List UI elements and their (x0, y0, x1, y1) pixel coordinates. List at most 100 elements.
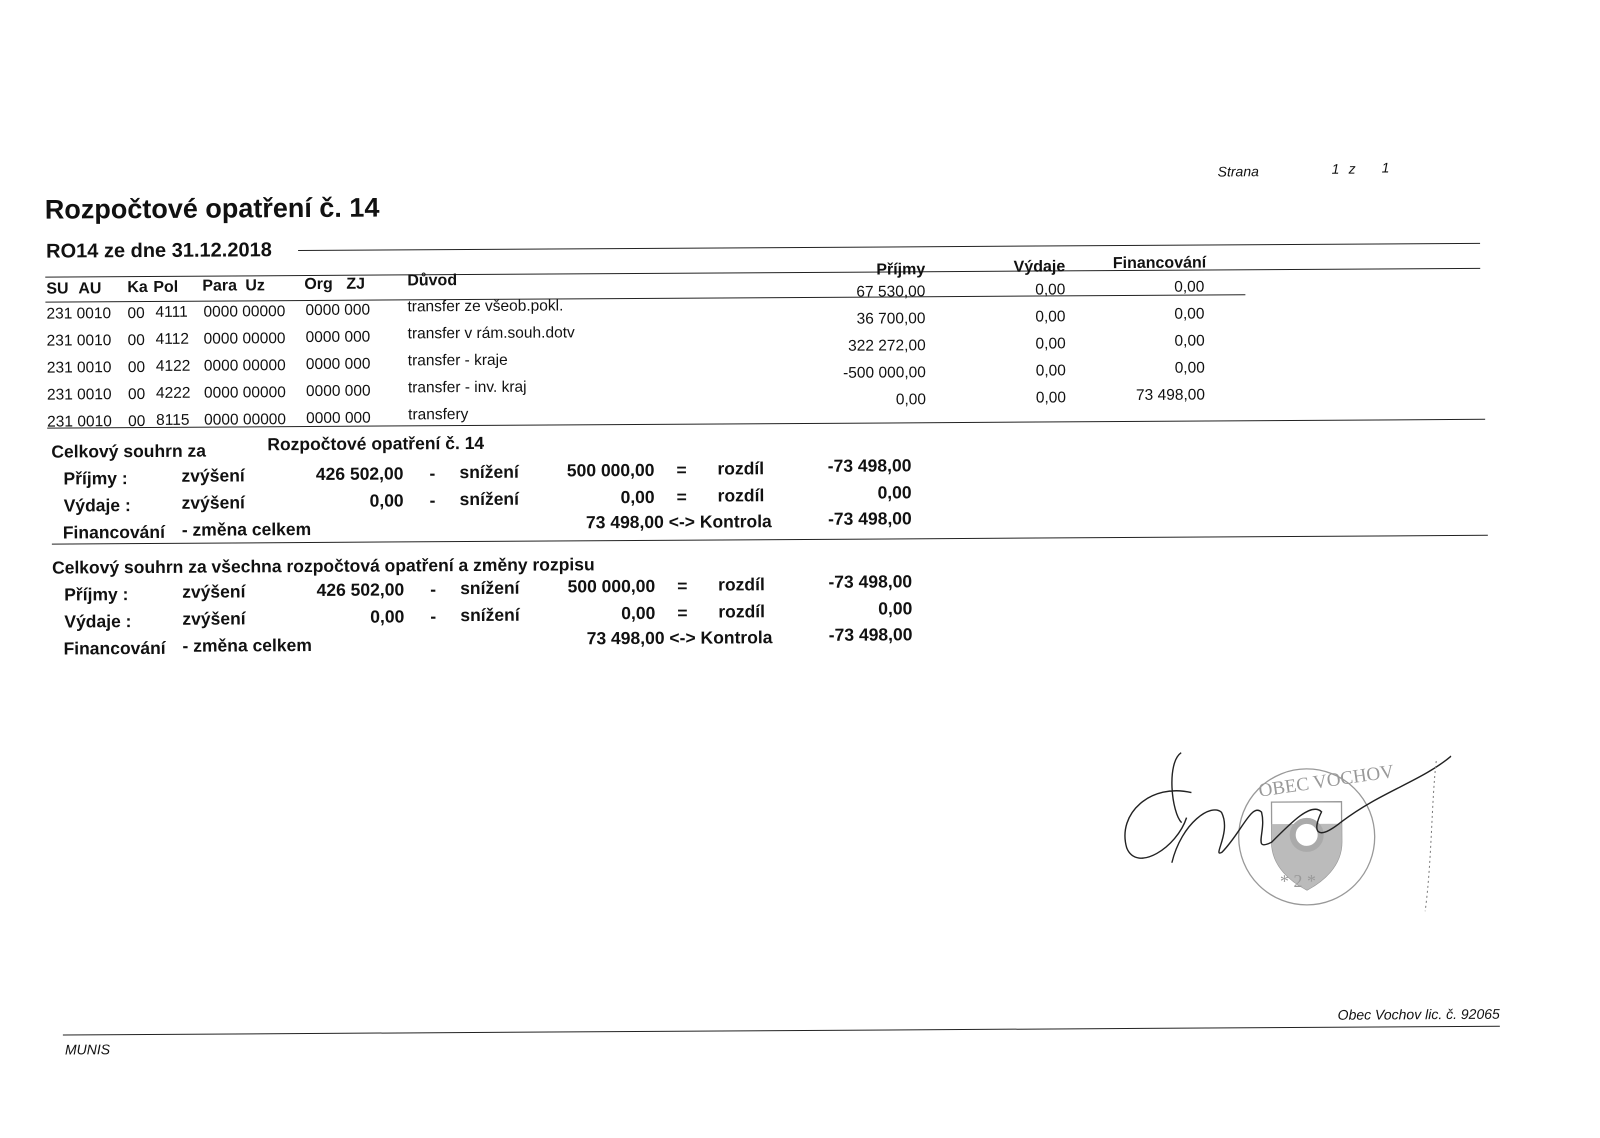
increase-label: zvýšení (182, 581, 246, 602)
col-ka: Ka (127, 278, 148, 297)
cell-ka: 00 (127, 385, 146, 404)
cell-duvod: transfery (408, 406, 469, 424)
cell-org-zj: 0000 000 (305, 355, 371, 374)
cell-ka: 00 (128, 412, 146, 431)
decrease-value: 500 000,00 (566, 459, 655, 481)
increase-label: zvýšení (181, 492, 245, 513)
signature-icon (1124, 752, 1452, 863)
financing-control: -73 498,00 (828, 508, 912, 529)
col-vydaje: Výdaje (1013, 258, 1066, 276)
summary-title: Celkový souhrn za (51, 440, 207, 462)
svg-text:OBEC VOCHOV: OBEC VOCHOV (1257, 761, 1395, 802)
cell-para-uz: 0000 00000 (203, 384, 286, 402)
decrease-value: 500 000,00 (567, 575, 656, 597)
footer-divider (62, 1025, 1500, 1036)
cell-prijmy: 36 700,00 (856, 310, 926, 328)
financing-value: 73 498,00 <-> Kontrola (586, 627, 773, 649)
signature-stamp: OBEC VOCHOV * 2 * (1124, 752, 1452, 912)
cell-financovani: 73 498,00 (1135, 386, 1206, 404)
cell-org-zj: 0000 000 (305, 301, 371, 320)
equals: = (676, 486, 687, 507)
cell-vydaje: 0,00 (1035, 362, 1066, 380)
summary-label-prijmy: Příjmy : (63, 468, 128, 489)
page-of: z (1348, 160, 1356, 177)
decrease-value: 0,00 (620, 486, 655, 508)
table-row: 231 0010 00 4122 0000 00000 0000 000 transfer… (0, 0, 1597, 377)
col-duvod: Důvod (407, 272, 458, 290)
table-row: 231 0010 00 4222 0000 00000 0000 000 transfer… (0, 0, 1597, 404)
cell-vydaje: 0,00 (1035, 308, 1066, 326)
cell-pol: 4122 (155, 357, 191, 375)
cell-vydaje: 0,00 (1035, 281, 1066, 299)
page-number: 1 (1331, 160, 1340, 177)
cell-duvod: transfer ze všeob.pokl. (407, 297, 564, 316)
cell-prijmy: 322 272,00 (848, 337, 926, 355)
summary-all-section: Celkový souhrn za všechna rozpočtová opa… (0, 0, 1597, 658)
col-financovani: Financování (1112, 254, 1207, 273)
decrease-label: snížení (459, 488, 520, 510)
col-au: AU (78, 280, 102, 298)
document-subtitle: RO14 ze dne 31.12.2018 (46, 239, 272, 263)
cell-financovani: 0,00 (1174, 332, 1205, 350)
equals: = (676, 459, 687, 480)
page-total: 1 (1381, 159, 1390, 176)
dash: - (430, 579, 437, 600)
increase-value: 0,00 (370, 606, 405, 627)
footer-left: MUNIS (64, 1041, 111, 1058)
table-body: 231 0010 00 4111 0000 00000 0000 000 transfer… (0, 0, 1597, 431)
table-row: 231 0010 00 8115 0000 00000 0000 000 transfer… (0, 0, 1597, 431)
svg-text:* 2 *: * 2 * (1280, 871, 1316, 891)
table-header: SU AU Ka Pol Para Uz Org ZJ Důvod Příjmy… (0, 0, 1597, 298)
divider (45, 267, 1481, 278)
decrease-label: snížení (460, 604, 520, 626)
difference-value: 0,00 (877, 482, 912, 503)
decrease-label: snížení (460, 577, 520, 599)
summary-label-prijmy: Příjmy : (64, 584, 129, 605)
page-label: Strana (1217, 163, 1259, 180)
cell-vydaje: 0,00 (1035, 389, 1067, 407)
summary-section: Celkový souhrn za Rozpočtové opatření č. … (0, 0, 1597, 543)
cell-prijmy: 67 530,00 (856, 283, 926, 301)
col-para: Para (202, 277, 238, 295)
decrease-value: 0,00 (621, 602, 656, 624)
difference-value: -73 498,00 (828, 571, 913, 592)
financing-change-label: - změna celkem (181, 518, 312, 540)
cell-su-au: 231 0010 (46, 332, 112, 350)
difference-label: rozdíl (718, 601, 766, 622)
summary-title: Celkový souhrn za všechna rozpočtová opa… (51, 554, 595, 578)
cell-para-uz: 0000 00000 (203, 330, 286, 348)
equals: = (677, 602, 688, 623)
cell-financovani: 0,00 (1174, 278, 1205, 296)
equals: = (677, 575, 688, 596)
difference-label: rozdíl (718, 574, 765, 595)
financing-value: 73 498,00 <-> Kontrola (585, 511, 772, 533)
summary-label-vydaje: Výdaje : (64, 611, 132, 632)
col-zj: ZJ (346, 275, 366, 293)
dash: - (429, 490, 436, 511)
cell-org-zj: 0000 000 (305, 328, 371, 347)
table-row: 231 0010 00 4111 0000 00000 0000 000 transfer… (0, 0, 1597, 323)
cell-vydaje: 0,00 (1035, 335, 1066, 353)
col-prijmy: Příjmy (876, 261, 926, 279)
increase-label: zvýšení (182, 608, 246, 629)
cell-su-au: 231 0010 (46, 305, 112, 323)
cell-org-zj: 0000 000 (305, 382, 371, 401)
increase-label: zvýšení (181, 465, 245, 486)
financing-control: -73 498,00 (828, 624, 913, 645)
difference-value: -73 498,00 (827, 455, 912, 476)
cell-ka: 00 (127, 304, 145, 323)
cell-para-uz: 0000 00000 (203, 303, 286, 321)
cell-para-uz: 0000 00000 (203, 357, 286, 375)
col-pol: Pol (153, 278, 179, 296)
cell-prijmy: -500 000,00 (843, 364, 926, 382)
financing-label: Financování (62, 521, 165, 543)
document-title: Rozpočtové opatření č. 14 (44, 192, 380, 225)
table-row: 231 0010 00 4112 0000 00000 0000 000 transfer… (0, 0, 1597, 350)
financing-label: Financování (63, 637, 166, 659)
cell-duvod: transfer v rám.souh.dotv (407, 324, 575, 343)
difference-label: rozdíl (717, 458, 765, 479)
cell-su-au: 231 0010 (47, 413, 112, 431)
footer-right: Obec Vochov lic. č. 92065 (1337, 1005, 1500, 1023)
dash: - (430, 606, 437, 627)
col-org: Org (304, 275, 333, 294)
